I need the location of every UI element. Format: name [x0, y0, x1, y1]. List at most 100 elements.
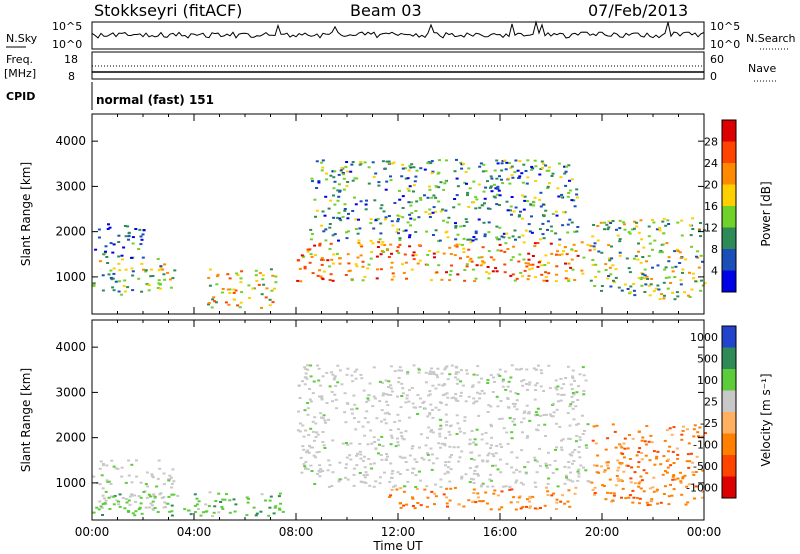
velocity-data-cell: [671, 475, 675, 478]
velocity-data-cell: [586, 480, 590, 483]
power-data-cell: [103, 252, 107, 255]
velocity-data-cell: [527, 383, 531, 386]
power-data-cell: [331, 279, 335, 282]
power-data-cell: [656, 284, 660, 287]
power-data-cell: [573, 205, 577, 208]
velocity-data-cell: [624, 497, 628, 500]
velocity-data-cell: [389, 434, 393, 437]
velocity-colorbar-tick-label: 1000: [690, 331, 718, 344]
velocity-data-cell: [296, 429, 300, 432]
power-data-cell: [466, 255, 470, 258]
velocity-data-cell: [353, 370, 357, 373]
velocity-data-cell: [690, 452, 693, 455]
power-data-cell: [102, 253, 106, 256]
velocity-data-cell: [472, 373, 476, 376]
power-data-cell: [171, 277, 175, 280]
power-data-cell: [502, 232, 506, 235]
power-data-cell: [510, 213, 513, 216]
power-data-cell: [405, 277, 408, 280]
power-data-cell: [472, 236, 476, 238]
velocity-data-cell: [522, 379, 526, 381]
power-data-cell: [337, 173, 341, 176]
velocity-data-cell: [388, 496, 392, 498]
velocity-data-cell: [252, 506, 256, 509]
date-title: 07/Feb/2013: [588, 1, 688, 20]
velocity-data-cell: [400, 382, 404, 385]
velocity-data-cell: [406, 371, 410, 374]
power-data-cell: [664, 266, 668, 269]
velocity-data-cell: [471, 385, 474, 388]
velocity-data-cell: [112, 465, 116, 468]
power-data-cell: [161, 268, 165, 271]
power-data-cell: [477, 256, 481, 259]
velocity-data-cell: [398, 455, 402, 458]
velocity-data-cell: [389, 384, 393, 387]
velocity-data-cell: [593, 486, 597, 489]
velocity-data-cell: [399, 487, 403, 490]
power-data-cell: [651, 219, 654, 221]
velocity-data-cell: [680, 433, 684, 436]
velocity-data-cell: [520, 449, 524, 452]
power-data-cell: [127, 235, 131, 238]
power-data-cell: [140, 290, 144, 293]
velocity-data-cell: [103, 497, 106, 500]
velocity-data-cell: [526, 461, 530, 464]
velocity-data-cell: [400, 369, 403, 372]
nsky-tick-top: 10^5: [52, 20, 82, 33]
velocity-data-cell: [535, 428, 538, 431]
velocity-data-cell: [355, 407, 359, 410]
velocity-data-cell: [540, 372, 544, 375]
power-data-cell: [208, 268, 212, 271]
power-data-cell: [554, 280, 558, 283]
velocity-data-cell: [478, 392, 482, 395]
velocity-data-cell: [560, 387, 564, 390]
power-data-cell: [404, 261, 408, 264]
velocity-data-cell: [570, 395, 574, 398]
power-data-cell: [648, 294, 652, 297]
velocity-data-cell: [423, 407, 427, 410]
velocity-data-cell: [268, 499, 272, 502]
velocity-data-cell: [158, 493, 162, 496]
velocity-data-cell: [439, 486, 443, 488]
power-data-cell: [524, 229, 528, 232]
velocity-data-cell: [691, 461, 695, 464]
power-data-cell: [575, 196, 579, 199]
velocity-data-cell: [533, 481, 537, 484]
velocity-data-cell: [320, 416, 323, 419]
power-data-cell: [303, 265, 307, 268]
velocity-data-cell: [352, 394, 356, 397]
velocity-data-layer: [92, 364, 707, 518]
power-data-cell: [109, 276, 113, 279]
velocity-data-cell: [515, 468, 518, 471]
velocity-data-cell: [405, 397, 409, 400]
velocity-data-cell: [504, 388, 508, 391]
power-data-cell: [489, 186, 492, 189]
power-data-cell: [641, 273, 645, 276]
power-data-cell: [482, 221, 486, 224]
velocity-data-cell: [455, 433, 459, 435]
power-data-cell: [347, 262, 351, 265]
velocity-data-cell: [383, 412, 387, 415]
power-data-cell: [549, 242, 553, 245]
power-data-cell: [645, 275, 649, 278]
power-data-cell: [443, 182, 447, 185]
power-data-cell: [342, 188, 346, 191]
power-data-cell: [354, 263, 358, 266]
velocity-data-cell: [554, 379, 558, 382]
velocity-data-cell: [219, 501, 223, 503]
velocity-data-cell: [616, 469, 620, 472]
velocity-data-cell: [526, 498, 529, 501]
velocity-data-cell: [630, 466, 634, 469]
power-data-cell: [538, 198, 542, 201]
power-data-cell: [428, 250, 432, 252]
velocity-data-cell: [316, 473, 320, 475]
power-data-cell: [228, 288, 232, 291]
power-data-cell: [346, 217, 350, 220]
power-data-cell: [449, 253, 453, 255]
power-data-cell: [546, 220, 550, 223]
velocity-data-cell: [142, 491, 146, 493]
power-data-cell: [261, 274, 265, 277]
power-data-cell: [457, 243, 461, 246]
velocity-data-cell: [361, 425, 365, 428]
velocity-data-cell: [211, 515, 214, 518]
